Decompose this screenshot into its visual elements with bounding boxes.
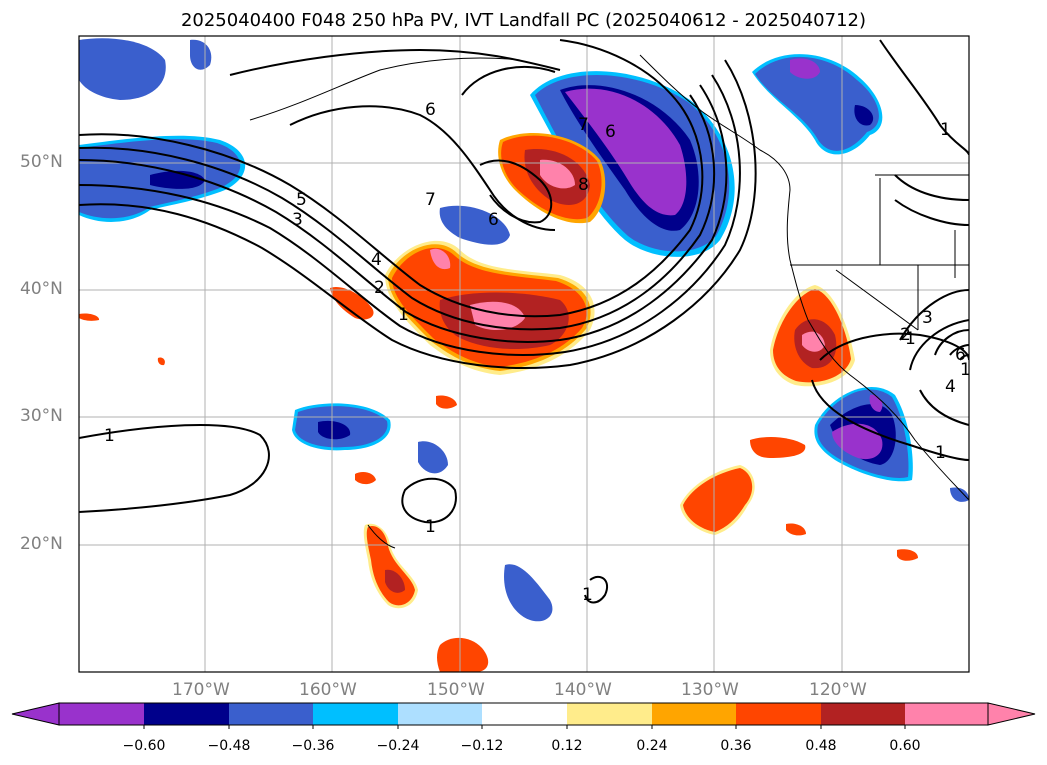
- contour-label: 7: [425, 190, 436, 210]
- contour-label: 8: [578, 175, 589, 195]
- colorbar-tick-label: 0.60: [889, 738, 921, 754]
- lon-label: 170°W: [172, 680, 230, 700]
- colorbar-tick-label: 0.12: [551, 738, 583, 754]
- map-gridlines: [79, 36, 969, 672]
- contour-label: 5: [296, 190, 307, 210]
- colorbar-tick-label: −0.24: [376, 738, 420, 754]
- lon-label: 130°W: [681, 680, 739, 700]
- contour-label: 1: [935, 443, 946, 463]
- colorbar-frame: [58, 702, 989, 726]
- map-frame: [78, 35, 970, 673]
- contour-label: 3: [292, 210, 303, 230]
- lon-label: 140°W: [554, 680, 612, 700]
- colorbar: [11, 702, 1036, 729]
- contour-label: 1: [960, 360, 971, 380]
- contour-label: 6: [425, 100, 436, 120]
- lat-label: 50°N: [20, 152, 63, 172]
- colorbar-segment: [905, 703, 988, 725]
- colorbar-segment: [736, 703, 821, 725]
- colorbar-segment: [59, 703, 144, 725]
- contour-label: 6: [605, 122, 616, 142]
- contour-label: 3: [922, 308, 933, 328]
- colorbar-tick-label: −0.12: [460, 738, 504, 754]
- contour-label: 1: [425, 517, 436, 537]
- colorbar-segment: [398, 703, 482, 725]
- contour-label: 4: [945, 377, 956, 397]
- contour-label: 1: [905, 329, 916, 349]
- map-panel: 1 1 1 1 1 1 1 2 3 4 5 6 6 6 7 7 8 1 2 3 …: [79, 36, 971, 672]
- colorbar-tick-label: −0.48: [207, 738, 251, 754]
- lat-label: 30°N: [20, 406, 63, 426]
- contour-label: 4: [371, 250, 382, 270]
- colorbar-segment: [821, 703, 905, 725]
- colorbar-segment: [567, 703, 652, 725]
- contour-label: 2: [374, 278, 385, 298]
- contour-label: 1: [582, 585, 593, 605]
- colorbar-extend-low: [11, 702, 60, 726]
- contour-label: 1: [104, 426, 115, 446]
- contour-lines: [79, 39, 969, 604]
- colorbar-segment: [482, 703, 567, 725]
- colorbar-tick-label: 0.48: [805, 738, 837, 754]
- contour-labels: 1 1 1 1 1 1 1 2 3 4 5 6 6 6 7 7 8 1 2 3 …: [104, 100, 971, 605]
- colorbar-segment: [229, 703, 313, 725]
- contour-label: 2: [900, 325, 911, 345]
- colorbar-tick-label: −0.36: [291, 738, 335, 754]
- contour-label: 6: [955, 345, 966, 365]
- lat-label: 20°N: [20, 534, 63, 554]
- lon-label: 150°W: [427, 680, 485, 700]
- lat-label: 40°N: [20, 279, 63, 299]
- negative-anomaly-fills: [79, 38, 969, 622]
- lon-label: 160°W: [299, 680, 357, 700]
- contour-label: 6: [488, 210, 499, 230]
- colorbar-extend-high: [987, 702, 1036, 726]
- colorbar-tick-label: −0.60: [122, 738, 166, 754]
- contour-label: 1: [398, 305, 409, 325]
- positive-anomaly-fills: [79, 132, 918, 672]
- coastlines: [249, 54, 969, 549]
- plot-title: 2025040400 F048 250 hPa PV, IVT Landfall…: [180, 10, 867, 31]
- contour-label: 7: [578, 115, 589, 135]
- colorbar-tick-label: 0.36: [720, 738, 752, 754]
- colorbar-segment: [144, 703, 229, 725]
- colorbar-tick-label: 0.24: [636, 738, 668, 754]
- colorbar-segment: [313, 703, 398, 725]
- colorbar-segment: [652, 703, 736, 725]
- lon-label: 120°W: [809, 680, 867, 700]
- contour-label: 1: [940, 120, 951, 140]
